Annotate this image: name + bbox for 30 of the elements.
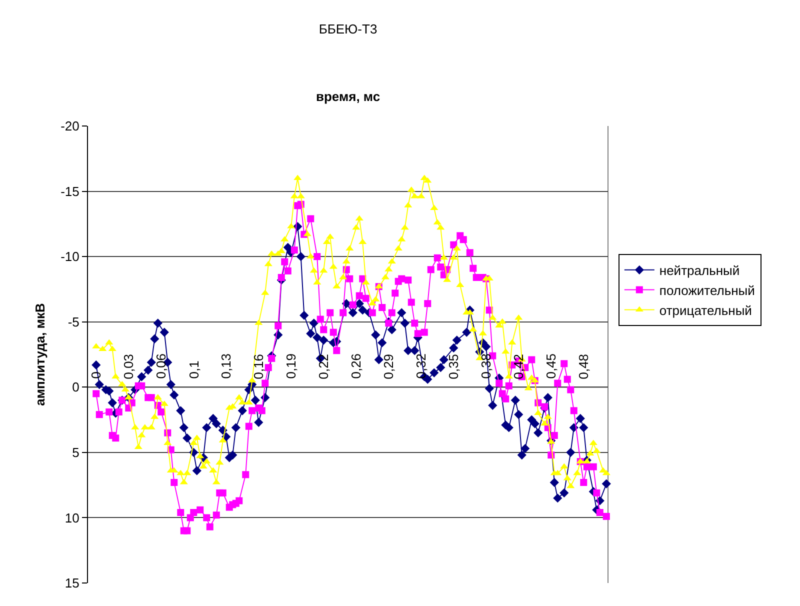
x-tick-label: 0,48: [576, 354, 591, 380]
x-tick-label: 0,35: [446, 354, 461, 380]
x-tick-label: 0: [88, 372, 104, 379]
y-tick-label: -15: [60, 184, 80, 199]
x-tick-label: 0,22: [316, 354, 331, 380]
x-tick-label: 0,32: [413, 353, 428, 379]
legend-label: положительный: [659, 282, 755, 298]
x-tick-label: 0,38: [478, 353, 494, 379]
y-tick-label: 5: [72, 444, 80, 460]
x-tick-label: 0,16: [250, 354, 266, 380]
y-tick-label: 10: [64, 510, 80, 526]
y-axis-title: амплитуда, мкВ: [32, 303, 48, 406]
legend-label: отрицательный: [659, 302, 752, 318]
x-tick-label: 0,45: [543, 353, 558, 379]
y-tick-label: 15: [64, 576, 80, 591]
x-tick-label: 0,29: [380, 354, 396, 380]
y-tick-label: 0: [72, 380, 80, 395]
x-tick-label: 0,26: [348, 353, 364, 379]
x-tick-label: 0,1: [186, 360, 202, 379]
x-tick-label: 0,19: [283, 353, 298, 379]
y-tick-label: -5: [68, 314, 80, 330]
x-tick-label: 0,06: [153, 353, 168, 379]
x-tick-label: 0,13: [218, 353, 234, 379]
x-tick-label: 0,03: [120, 354, 136, 380]
x-axis-title: время, мс: [316, 89, 380, 104]
y-tick-label: -20: [60, 118, 80, 134]
y-tick-label: -10: [60, 249, 80, 264]
x-tick-label: 0,42: [510, 354, 526, 380]
legend-label: нейтральный: [659, 262, 740, 278]
chart-title: ББЕЮ-Т3: [318, 21, 378, 36]
